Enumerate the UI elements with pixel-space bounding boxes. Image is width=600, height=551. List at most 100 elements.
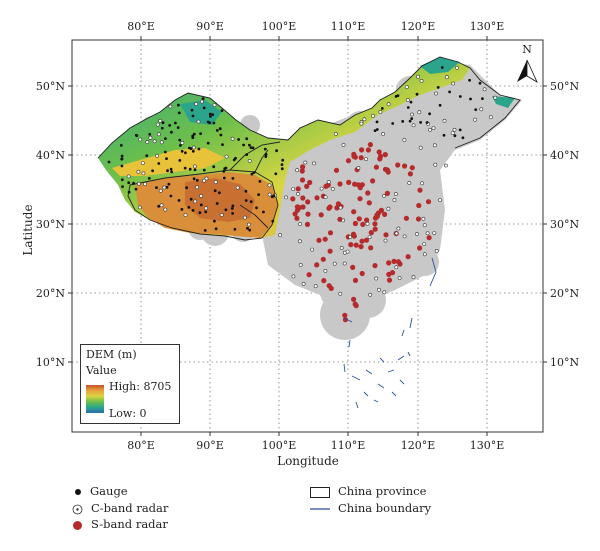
map-frame xyxy=(71,39,544,433)
c-band-radar-marker xyxy=(323,195,328,200)
c-band-radar-marker xyxy=(140,161,145,166)
gauge-marker xyxy=(183,166,187,170)
gauge-marker xyxy=(191,209,195,212)
c-band-radar-marker xyxy=(348,235,353,239)
c-band-radar-marker xyxy=(224,154,229,159)
c-band-radar-marker xyxy=(298,222,303,226)
c-band-radar-marker xyxy=(204,176,209,181)
gauge-marker xyxy=(410,117,414,120)
c-band-radar-marker xyxy=(420,181,425,186)
gauge-marker xyxy=(201,97,205,100)
c-band-radar-marker xyxy=(383,238,388,243)
gauge-marker xyxy=(169,194,173,198)
s-band-radar-marker xyxy=(384,190,390,196)
gauge-marker xyxy=(166,169,169,173)
gauge-marker xyxy=(163,150,167,154)
c-band-radar-marker xyxy=(313,284,318,289)
gauge-marker xyxy=(120,154,124,158)
gauge-marker xyxy=(380,107,384,110)
s-band-radar-marker xyxy=(367,142,373,148)
lat-tick-right-10: 10°N xyxy=(550,356,579,369)
c-band-radar-marker xyxy=(364,157,369,162)
gauge-marker xyxy=(165,185,169,189)
c-band-radar-marker xyxy=(297,239,302,244)
c-band-radar-marker xyxy=(410,112,414,117)
dem-legend-value-label: Value xyxy=(86,364,117,377)
c-band-radar-marker xyxy=(359,121,364,126)
c-band-radar-marker xyxy=(402,138,407,142)
gauge-marker xyxy=(164,137,167,141)
c-band-radar-marker xyxy=(433,162,438,167)
c-band-radar-marker xyxy=(341,143,346,147)
s-band-radar-marker xyxy=(359,147,365,153)
c-band-radar-marker xyxy=(333,131,338,136)
gauge-marker xyxy=(212,121,216,125)
c-band-radar-marker xyxy=(432,143,437,148)
c-band-radar-marker xyxy=(156,132,161,137)
c-band-radar-marker xyxy=(137,205,142,210)
gauge-marker xyxy=(192,177,196,181)
lon-tick-bottom-130: 130°E xyxy=(470,439,505,452)
gauge-marker xyxy=(160,126,164,130)
lat-tick-left-40: 40°N xyxy=(36,149,65,162)
s-band-radar-marker xyxy=(345,158,352,164)
c-band-radar-marker xyxy=(330,186,335,191)
s-band-radar-marker xyxy=(385,169,391,175)
c-band-radar-marker xyxy=(247,158,252,163)
dem-terrain xyxy=(98,57,515,238)
gauge-marker xyxy=(187,206,191,209)
s-band-radar-marker xyxy=(386,277,393,283)
gauge-marker xyxy=(151,169,155,173)
s-band-radar-marker xyxy=(372,226,378,232)
legend-s-band: S-band radar xyxy=(72,517,168,531)
gauge-marker xyxy=(237,138,241,141)
gauge-marker xyxy=(220,109,224,112)
c-band-radar-marker xyxy=(454,65,459,70)
s-band-radar-marker xyxy=(363,237,370,243)
gauge-marker xyxy=(280,167,284,171)
gauge-marker xyxy=(231,204,235,208)
s-band-radar-marker xyxy=(346,179,352,185)
s-band-radar-marker xyxy=(323,183,329,189)
gauge-marker xyxy=(442,133,446,137)
c-band-radar-marker xyxy=(180,140,185,145)
gauge-marker xyxy=(245,153,249,157)
gauge-marker xyxy=(213,189,217,193)
lat-tick-left-50: 50°N xyxy=(36,80,65,93)
gauge-marker xyxy=(177,103,180,107)
c-band-radar-marker xyxy=(394,265,399,270)
lon-tick-bottom-100: 100°E xyxy=(262,439,297,452)
c-band-radar-marker xyxy=(230,136,235,141)
legend-gauge-label: Gauge xyxy=(90,484,128,498)
c-band-radar-marker xyxy=(194,102,199,106)
c-band-radar-marker xyxy=(155,153,160,158)
c-band-radar-marker xyxy=(212,103,217,108)
c-band-radar-marker xyxy=(394,231,399,236)
s-band-radar-marker xyxy=(407,171,413,177)
gauge-marker xyxy=(199,203,203,207)
c-band-radar-marker xyxy=(392,198,397,202)
s-band-radar-marker xyxy=(305,199,311,205)
gauge-marker xyxy=(174,121,177,125)
c-band-radar-marker xyxy=(159,140,164,145)
gauge-marker xyxy=(191,134,195,138)
gauge-marker xyxy=(436,86,440,89)
gauge-marker xyxy=(211,113,215,116)
lat-tick-right-40: 40°N xyxy=(550,149,579,162)
s-band-radar-marker xyxy=(359,238,365,244)
gauge-marker xyxy=(461,136,465,140)
s-band-radar-marker xyxy=(295,186,301,192)
c-band-radar-marker xyxy=(183,213,188,218)
c-band-radar-marker xyxy=(381,132,386,136)
c-band-radar-marker xyxy=(382,193,387,198)
gauge-marker xyxy=(193,168,197,172)
gauge-marker xyxy=(208,112,212,116)
gauge-marker xyxy=(224,208,228,212)
c-band-radar-marker xyxy=(267,192,272,197)
c-band-radar-marker xyxy=(168,104,173,109)
lon-tick-bottom-110: 110°E xyxy=(331,439,366,452)
c-band-radar-marker xyxy=(323,268,328,273)
legend-c-band: C-band radar xyxy=(72,501,168,515)
gauge-marker xyxy=(191,149,195,153)
gauge-marker xyxy=(203,229,207,232)
